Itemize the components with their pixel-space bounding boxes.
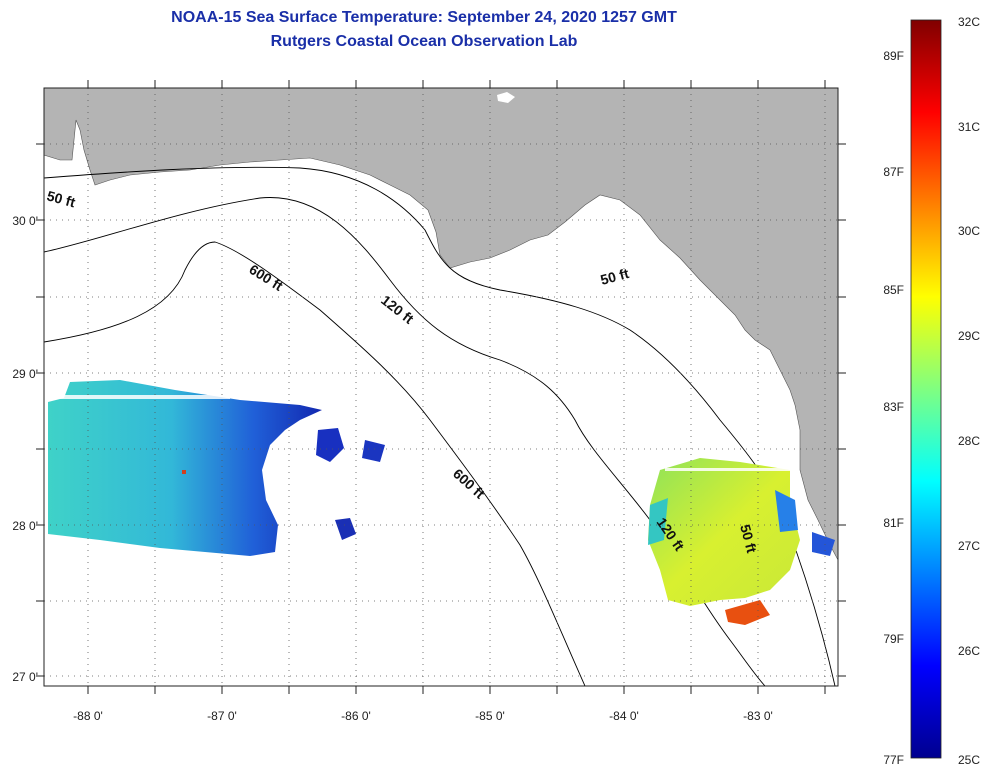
map-frame — [43, 87, 839, 687]
latitude-labels: 30 0' 29 0' 28 0' 27 0' — [12, 214, 38, 684]
cb-f-label: 83F — [883, 400, 904, 414]
lon-tick-label: -86 0' — [341, 709, 371, 723]
lon-tick-label: -88 0' — [73, 709, 103, 723]
land-mass — [44, 88, 838, 561]
lat-tick-label: 29 0' — [12, 367, 38, 381]
contour-600ft-line — [44, 241, 586, 686]
cb-c-label: 29C — [958, 329, 980, 343]
contour-label: 50 ft — [737, 523, 760, 555]
cb-f-label: 89F — [883, 49, 904, 63]
colorbar — [910, 19, 942, 759]
inland-lake — [497, 92, 515, 103]
lon-tick-label: -85 0' — [475, 709, 505, 723]
lon-tick-label: -83 0' — [743, 709, 773, 723]
map-title: NOAA-15 Sea Surface Temperature: Septemb… — [171, 9, 677, 26]
cb-f-label: 87F — [883, 165, 904, 179]
cb-c-label: 26C — [958, 644, 980, 658]
cb-c-label: 27C — [958, 539, 980, 553]
cb-c-label: 30C — [958, 224, 980, 238]
lon-tick-label: -84 0' — [609, 709, 639, 723]
graticule — [44, 88, 838, 686]
cb-f-label: 81F — [883, 516, 904, 530]
colorbar-fahrenheit-labels: 89F 87F 85F 83F 81F 79F 77F — [883, 49, 904, 767]
lat-tick-label: 27 0' — [12, 670, 38, 684]
cb-c-label: 32C — [958, 15, 980, 29]
lat-tick-label: 28 0' — [12, 519, 38, 533]
sst-swath-west — [48, 380, 385, 556]
lat-tick-label: 30 0' — [12, 214, 38, 228]
cb-c-label: 28C — [958, 434, 980, 448]
cb-c-label: 25C — [958, 753, 980, 767]
lon-tick-label: -87 0' — [207, 709, 237, 723]
cb-f-label: 77F — [883, 753, 904, 767]
cb-c-label: 31C — [958, 120, 980, 134]
cb-f-label: 79F — [883, 632, 904, 646]
sst-swath-east — [648, 458, 835, 625]
longitude-labels: -88 0' -87 0' -86 0' -85 0' -84 0' -83 0… — [73, 709, 773, 723]
contour-label: 50 ft — [599, 265, 631, 288]
colorbar-celsius-labels: 32C 31C 30C 29C 28C 27C 26C 25C — [958, 15, 980, 767]
contour-label: 50 ft — [45, 187, 77, 210]
map-subtitle: Rutgers Coastal Ocean Observation Lab — [270, 33, 578, 50]
cb-f-label: 85F — [883, 283, 904, 297]
